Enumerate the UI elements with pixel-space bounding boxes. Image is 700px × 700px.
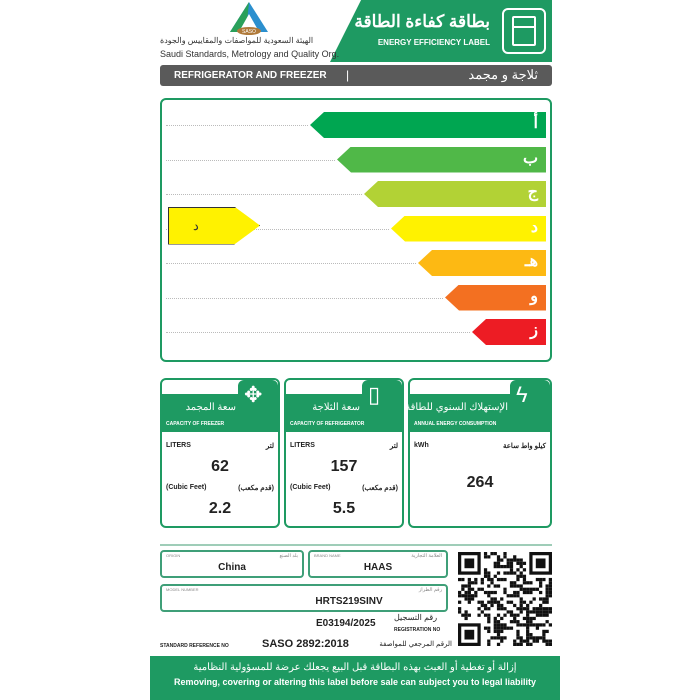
origin-value: China — [218, 562, 246, 573]
unit-en: kWh — [414, 442, 429, 449]
lightning-icon: ϟ — [516, 382, 528, 407]
label-title-en: ENERGY EFFICIENCY LABEL — [377, 38, 490, 47]
divider — [160, 544, 552, 546]
efficiency-class-7: ز — [472, 319, 546, 345]
efficiency-class-6: و — [445, 284, 546, 311]
scale-guide-line — [166, 297, 443, 299]
header-banner — [330, 0, 552, 62]
scale-guide-line — [166, 194, 362, 195]
footer-en: Removing, covering or altering this labe… — [173, 677, 537, 687]
brand-field: BRAND NAME العلامة التجارية HAAS — [308, 550, 448, 578]
model-label-en: MODEL NUMBER — [166, 587, 199, 592]
freezer-cubic-feet: 2.2 — [208, 500, 232, 517]
label-title-ar: بطاقة كفاءة الطاقة — [354, 12, 490, 31]
category-ar: ثلاجة و مجمد — [468, 67, 538, 82]
fridge-icon — [502, 8, 546, 54]
fridge-liters: 157 — [330, 458, 358, 475]
org-name-ar: الهيئة السعودية للمواصفات والمقاييس والج… — [160, 36, 314, 45]
model-label-ar: رقم الطراز — [418, 587, 442, 593]
scale-guide-line — [166, 159, 335, 161]
fridge-title-en: CAPACITY OF REFRIGERATOR — [290, 421, 365, 427]
fridge-cubic-feet: 5.5 — [332, 500, 356, 517]
freezer-liters: 62 — [211, 458, 229, 475]
milk-carton-icon: ▯ — [368, 382, 381, 407]
unit2-en: (Cubic Feet) — [290, 484, 331, 491]
origin-label-ar: بلد الصنع — [279, 553, 298, 559]
origin-label-en: ORIGIN — [166, 553, 181, 558]
energy-title-en: ANNUAL ENERGY CONSUMPTION — [414, 421, 497, 427]
annual-kwh: 264 — [466, 474, 494, 491]
unit-en: LITERS — [166, 442, 191, 449]
energy-title-ar: الإستهلاك السنوي للطاقة — [405, 402, 508, 413]
efficiency-class-3: ج — [364, 181, 546, 207]
model-value: HRTS219SINV — [315, 596, 383, 607]
unit2-en: (Cubic Feet) — [166, 484, 207, 491]
qr-code[interactable] — [458, 550, 552, 648]
brand-label-ar: العلامة التجارية — [411, 553, 442, 559]
scale-guide-line — [166, 228, 389, 230]
model-field: MODEL NUMBER رقم الطراز HRTS219SINV — [160, 584, 448, 612]
freezer-capacity-box: ✥ سعة المجمد CAPACITY OF FREEZER LITERS … — [160, 378, 280, 528]
scale-guide-line — [166, 263, 416, 264]
fridge-title-ar: سعة الثلاجة — [312, 402, 360, 413]
brand-value: HAAS — [363, 562, 393, 573]
energy-consumption-box: ϟ الإستهلاك السنوي للطاقة ANNUAL ENERGY … — [405, 378, 552, 528]
efficiency-class-1: أ — [310, 112, 546, 138]
efficiency-class-2: ب — [337, 146, 546, 173]
footer-ar: إزالة أو تغطية أو العبث بهذه البطاقة قبل… — [193, 662, 517, 673]
unit-en: LITERS — [290, 442, 315, 449]
efficiency-scale: أ ب ج د هـ و ز — [160, 98, 552, 362]
std-label-en: STANDARD REFERENCE NO — [160, 643, 229, 649]
unit2-ar: (قدم مكعب) — [362, 485, 398, 492]
unit-ar: كيلو واط ساعة — [503, 443, 546, 450]
reg-label-en: REGISTRATION NO — [394, 627, 441, 633]
unit2-ar: (قدم مكعب) — [238, 485, 274, 492]
brand-label-en: BRAND NAME — [314, 553, 341, 558]
org-name-en: Saudi Standards, Metrology and Quality O… — [160, 49, 340, 59]
category-separator: | — [346, 68, 350, 82]
legal-footer: إزالة أو تغطية أو العبث بهذه البطاقة قبل… — [150, 656, 560, 700]
freezer-title-ar: سعة المجمد — [185, 402, 236, 413]
freezer-title-en: CAPACITY OF FREEZER — [166, 421, 225, 427]
standard-reference: SASO 2892:2018 — [262, 638, 349, 650]
std-label-ar: الرقم المرجعي للمواصفة — [379, 641, 452, 648]
registration-number: E03194/2025 — [316, 618, 376, 629]
efficiency-class-4: د — [391, 215, 546, 242]
saso-logo: SASO — [230, 2, 268, 35]
category-en: REFRIGERATOR AND FREEZER — [174, 70, 327, 81]
unit-ar: لتر — [389, 443, 398, 450]
scale-guide-line — [166, 332, 470, 333]
efficiency-class-5: هـ — [418, 250, 546, 276]
scale-guide-line — [166, 125, 308, 126]
category-bar: REFRIGERATOR AND FREEZER | ثلاجة و مجمد — [160, 65, 552, 86]
expand-arrows-icon: ✥ — [244, 382, 263, 407]
unit-ar: لتر — [265, 443, 274, 450]
refrigerator-capacity-box: ▯ سعة الثلاجة CAPACITY OF REFRIGERATOR L… — [284, 378, 404, 528]
origin-field: ORIGIN بلد الصنع China — [160, 550, 304, 578]
reg-label-ar: رقم التسجيل — [394, 613, 438, 622]
logo-text: SASO — [242, 29, 256, 35]
